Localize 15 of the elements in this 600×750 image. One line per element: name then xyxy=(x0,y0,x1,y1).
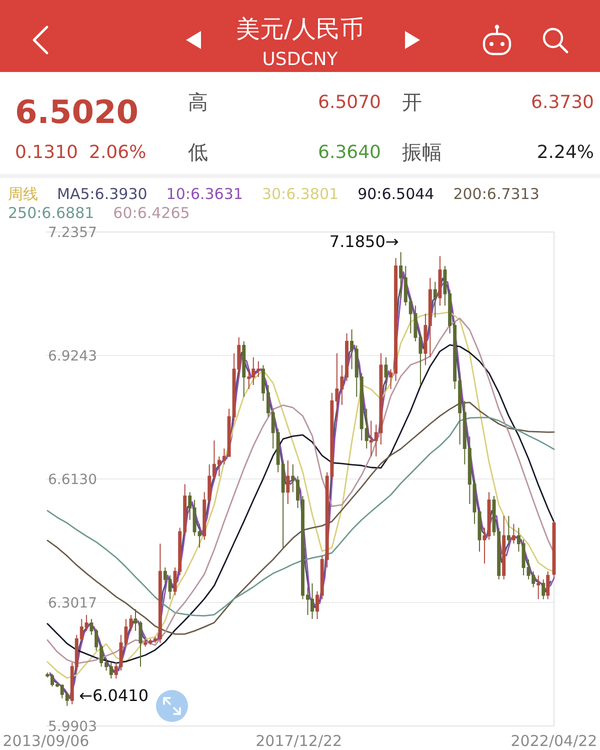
chart-subtitle: USDCNY xyxy=(262,49,339,70)
quote: 6.5020 0.1310 2.06% 高 6.5070 开 6.3730 低 6.3640 振幅 2.24% xyxy=(15,90,594,164)
x-tick-label: 2013/09/06 xyxy=(2,732,90,750)
legend: 周线 MA5:6.3930 10:6.3631 30:6.3801 90:6.5044 200:6.7313 250:6.6881 60:6.4265 xyxy=(8,185,540,222)
y-tick-label: 6.9243 xyxy=(48,348,97,365)
header: 美元/人民币 USDCNY xyxy=(0,0,600,72)
x-tick-label: 2017/12/22 xyxy=(256,732,342,750)
annotation: ←6.0410 xyxy=(79,686,149,705)
y-tick-label: 7.2357 xyxy=(48,225,97,241)
y-tick-label: 6.6130 xyxy=(48,472,97,488)
y-tick-label: 6.3017 xyxy=(48,595,97,612)
y-tick-label: 5.9903 xyxy=(48,719,97,735)
x-tick-label: 2022/04/22 xyxy=(510,732,598,750)
chart-title: 美元/人民币 xyxy=(236,15,364,43)
annotation: 7.1850→ xyxy=(329,232,399,252)
